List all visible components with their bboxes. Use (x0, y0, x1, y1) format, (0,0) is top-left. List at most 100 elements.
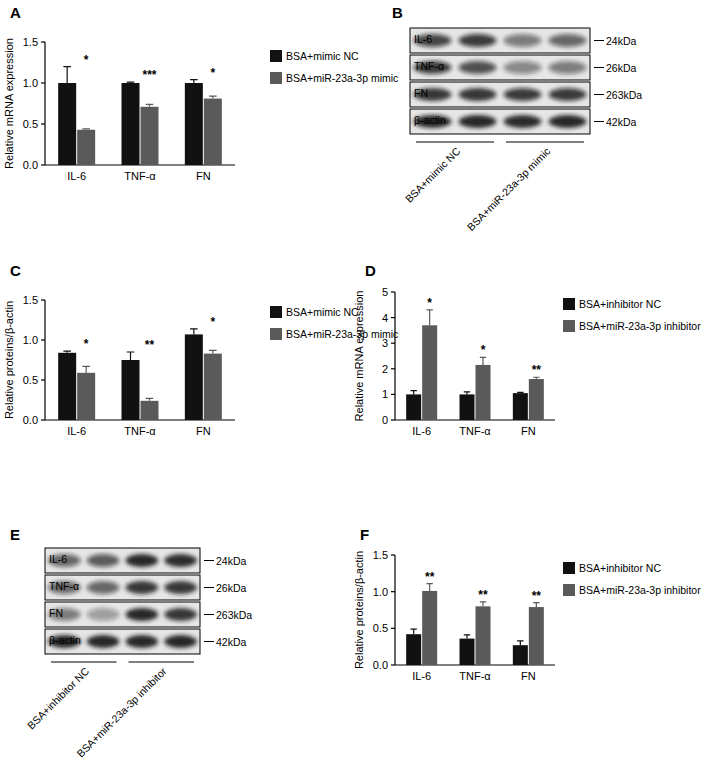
x-tick-label: TNF-α (459, 670, 491, 682)
y-tick-label: 0.0 (23, 159, 38, 171)
band (126, 608, 159, 621)
error-bar (517, 392, 523, 394)
significance: *** (142, 68, 156, 82)
legend-swatch (270, 328, 282, 340)
y-tick-label: 0.5 (23, 374, 38, 386)
y-tick-label: 1.0 (23, 334, 38, 346)
legend-label: BSA+miR-23a-3p inhibitor (579, 584, 701, 596)
bar (185, 334, 203, 420)
plot-area (58, 67, 222, 165)
size-marker (204, 641, 214, 642)
x-tick-label: TNF-α (459, 425, 491, 437)
y-axis (394, 292, 395, 420)
band (87, 554, 120, 567)
error-bar (480, 602, 486, 606)
bar (141, 401, 159, 420)
legend-label: BSA+mimic NC (286, 306, 359, 318)
panel-letter: F (360, 526, 369, 543)
y-tick-label: 0.5 (373, 622, 388, 634)
bar (422, 591, 437, 665)
y-tick (391, 664, 395, 665)
lane-label: BSA+mimic NC (403, 145, 463, 205)
band (459, 88, 497, 101)
band (549, 115, 587, 128)
band (164, 635, 197, 648)
y-tick (391, 394, 395, 395)
y-tick-label: 1.5 (23, 36, 38, 48)
x-tick-label: IL-6 (67, 170, 86, 182)
significance: * (84, 337, 89, 351)
bar (406, 394, 421, 420)
y-tick-label: 5 (382, 286, 388, 298)
band (87, 635, 120, 648)
size-marker (594, 121, 604, 122)
legend-swatch (270, 72, 282, 84)
panel-letter: D (365, 262, 376, 279)
y-tick (391, 317, 395, 318)
y-tick (391, 291, 395, 292)
y-tick-label: 0.5 (23, 118, 38, 130)
blot-row-label: IL-6 (414, 33, 432, 45)
size-marker (204, 587, 214, 588)
y-tick (41, 123, 45, 124)
band (48, 635, 81, 648)
y-tick (41, 164, 45, 165)
band (164, 554, 197, 567)
error-bar (410, 629, 416, 634)
legend-label: BSA+miR-23a-3p inhibitor (579, 320, 701, 332)
significance: ** (532, 363, 542, 377)
y-axis-label: Relative mRNA expression (3, 38, 15, 169)
size-label: 26kDa (216, 582, 247, 594)
bar (141, 107, 159, 165)
blot-row-label: β-actin (49, 634, 81, 646)
legend-swatch (563, 584, 575, 596)
blot-strip (410, 82, 590, 107)
x-tick-label: FN (521, 670, 536, 682)
y-tick (41, 41, 45, 42)
size-marker (204, 560, 214, 561)
significance: * (210, 315, 215, 329)
blot-strip (45, 548, 200, 573)
blot-strip (45, 602, 200, 627)
bar (513, 393, 528, 420)
bar-chart: F0.00.51.01.5Relative proteins/β-actinIL… (353, 526, 701, 682)
error-bar (146, 398, 154, 400)
band (87, 608, 120, 621)
error-bar (533, 603, 539, 607)
error-bar (82, 366, 90, 372)
bar (204, 354, 222, 420)
band (549, 61, 587, 74)
significance: * (481, 343, 486, 357)
band (414, 34, 452, 47)
legend-label: BSA+inhibitor NC (579, 562, 661, 574)
y-axis-label: Relative mRNA expression (353, 291, 365, 422)
bar (476, 606, 491, 665)
band (87, 581, 120, 594)
band (504, 115, 542, 128)
lane-label: BSA+miR-23a-3p mimic (465, 145, 553, 233)
x-tick-label: FN (521, 425, 536, 437)
legend-label: BSA+inhibitor NC (579, 298, 661, 310)
blot-strip (410, 28, 590, 53)
panel-letter: C (10, 262, 21, 279)
figure: A0.00.51.01.5Relative mRNA expressionIL-… (0, 0, 708, 768)
y-tick-label: 1 (382, 388, 388, 400)
error-bar (209, 96, 217, 98)
bar (422, 325, 437, 420)
bar (529, 379, 544, 420)
significance: * (210, 66, 215, 80)
legend-label: BSA+miR-23a-3p mimic (286, 72, 398, 84)
band (549, 88, 587, 101)
band (48, 581, 81, 594)
size-label: 26kDa (606, 62, 637, 74)
y-tick (391, 368, 395, 369)
y-tick (41, 82, 45, 83)
band (126, 635, 159, 648)
y-tick-label: 1.0 (373, 586, 388, 598)
blot-row-label: IL-6 (49, 553, 67, 565)
y-axis-label: Relative proteins/β-actin (353, 551, 365, 669)
band (504, 34, 542, 47)
band (164, 608, 197, 621)
error-bar (209, 350, 217, 353)
error-bar (464, 635, 470, 639)
